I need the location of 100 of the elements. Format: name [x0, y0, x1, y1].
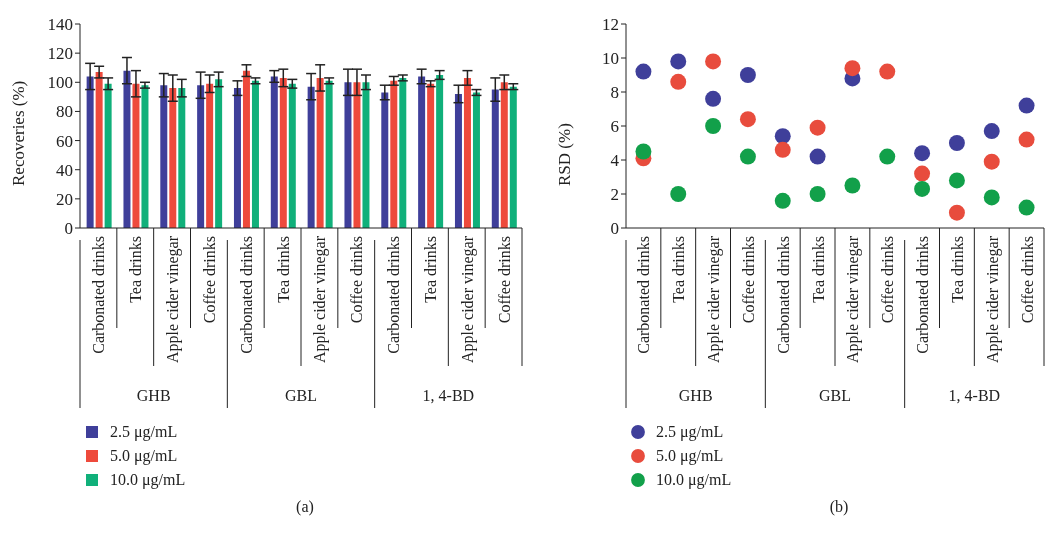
y-tick-label: 4	[610, 151, 620, 171]
bar	[362, 82, 370, 228]
x-tick-label: Apple cider vinegar	[311, 235, 330, 364]
point	[670, 186, 687, 202]
x-tick-label: Apple cider vinegar	[164, 235, 183, 364]
bar	[436, 75, 444, 228]
bar	[279, 77, 287, 228]
point	[705, 53, 722, 70]
y-tick-label: 80	[56, 102, 73, 122]
bar	[197, 85, 205, 228]
y-tick-label: 12	[602, 15, 619, 35]
point	[983, 153, 1000, 170]
y-axis-title: RSD (%)	[555, 123, 575, 186]
text: GBL	[819, 387, 851, 404]
y-tick-label: 10	[602, 49, 619, 69]
bar	[472, 92, 480, 228]
legend-label: 10.0 μg/mL	[656, 470, 732, 491]
x-tick-label: Coffee drinks	[200, 236, 218, 324]
bar	[178, 88, 186, 228]
point	[879, 63, 896, 80]
legend-label: 5.0 μg/mL	[656, 446, 724, 467]
point	[705, 90, 722, 107]
legend-label: 2.5 μg/mL	[110, 422, 178, 443]
y-tick-label: 0	[64, 219, 73, 239]
point	[670, 53, 687, 70]
bar	[418, 76, 426, 228]
bar	[206, 83, 214, 228]
x-tick-label: Tea drinks	[670, 236, 688, 303]
point	[1018, 97, 1035, 114]
x-tick-label: Carbonated drinks	[237, 236, 255, 354]
point	[670, 73, 687, 90]
x-tick-label: Coffee drinks	[1018, 236, 1036, 324]
y-tick-label: 60	[56, 131, 73, 151]
bar	[95, 72, 103, 228]
point	[948, 135, 965, 151]
bar	[454, 93, 462, 228]
point	[914, 180, 931, 197]
bar	[316, 77, 324, 228]
point	[774, 192, 791, 209]
x-tick-label: Coffee drinks	[348, 236, 366, 324]
point	[879, 148, 896, 165]
bar	[381, 92, 389, 228]
point	[844, 177, 861, 194]
x-tick-label: Tea drinks	[274, 236, 292, 303]
text: (a)	[295, 498, 315, 516]
x-tick-label: Coffee drinks	[879, 236, 897, 324]
x-tick-label: Carbonated drinks	[385, 236, 403, 354]
x-tick-label: Coffee drinks	[495, 236, 513, 324]
legend-label: 2.5 μg/mL	[656, 422, 724, 443]
point	[809, 186, 826, 202]
bar	[353, 82, 361, 228]
y-tick-label: 6	[610, 117, 619, 137]
bar	[390, 80, 398, 228]
x-tick-label: Tea drinks	[809, 236, 827, 303]
x-tick-label: Carbonated drinks	[90, 236, 108, 354]
text: 1, 4-BD	[422, 387, 475, 404]
point	[809, 148, 826, 165]
text: GHB	[136, 387, 171, 404]
bar	[399, 77, 407, 228]
y-tick-label: 20	[56, 189, 73, 209]
bar	[270, 76, 278, 228]
text: (b)	[828, 498, 850, 516]
point	[983, 189, 1000, 206]
point	[774, 128, 791, 145]
x-tick-label: Apple cider vinegar	[844, 235, 863, 364]
bar	[123, 70, 131, 228]
point	[739, 67, 756, 83]
bar	[344, 82, 352, 228]
x-tick-label: Apple cider vinegar	[705, 235, 724, 364]
x-tick-label: Carbonated drinks	[774, 236, 792, 354]
bar	[307, 86, 315, 228]
text: GHB	[678, 387, 713, 404]
bar	[233, 88, 241, 228]
y-axis-title: Recoveries (%)	[9, 80, 29, 186]
y-tick-label: 8	[610, 83, 619, 103]
bar	[500, 82, 508, 228]
bar	[325, 80, 333, 228]
point	[739, 111, 756, 128]
point	[983, 123, 1000, 140]
bar	[427, 83, 435, 228]
point	[844, 60, 861, 77]
x-tick-label: Apple cider vinegar	[983, 235, 1002, 364]
x-tick-label: Apple cider vinegar	[458, 235, 477, 364]
bar	[242, 70, 250, 228]
point	[774, 141, 791, 158]
point	[914, 145, 931, 162]
point	[1018, 199, 1035, 216]
x-tick-label: Carbonated drinks	[914, 236, 932, 354]
text: GBL	[285, 387, 317, 404]
bar	[288, 83, 296, 228]
bar	[251, 80, 259, 228]
x-tick-label: Tea drinks	[948, 236, 966, 303]
point	[809, 119, 826, 136]
bar	[132, 83, 140, 228]
point	[948, 172, 965, 189]
y-tick-label: 140	[47, 15, 73, 35]
bar	[463, 77, 471, 228]
x-tick-label: Tea drinks	[421, 236, 439, 303]
legend-label: 10.0 μg/mL	[110, 470, 186, 491]
y-tick-label: 40	[56, 160, 73, 180]
